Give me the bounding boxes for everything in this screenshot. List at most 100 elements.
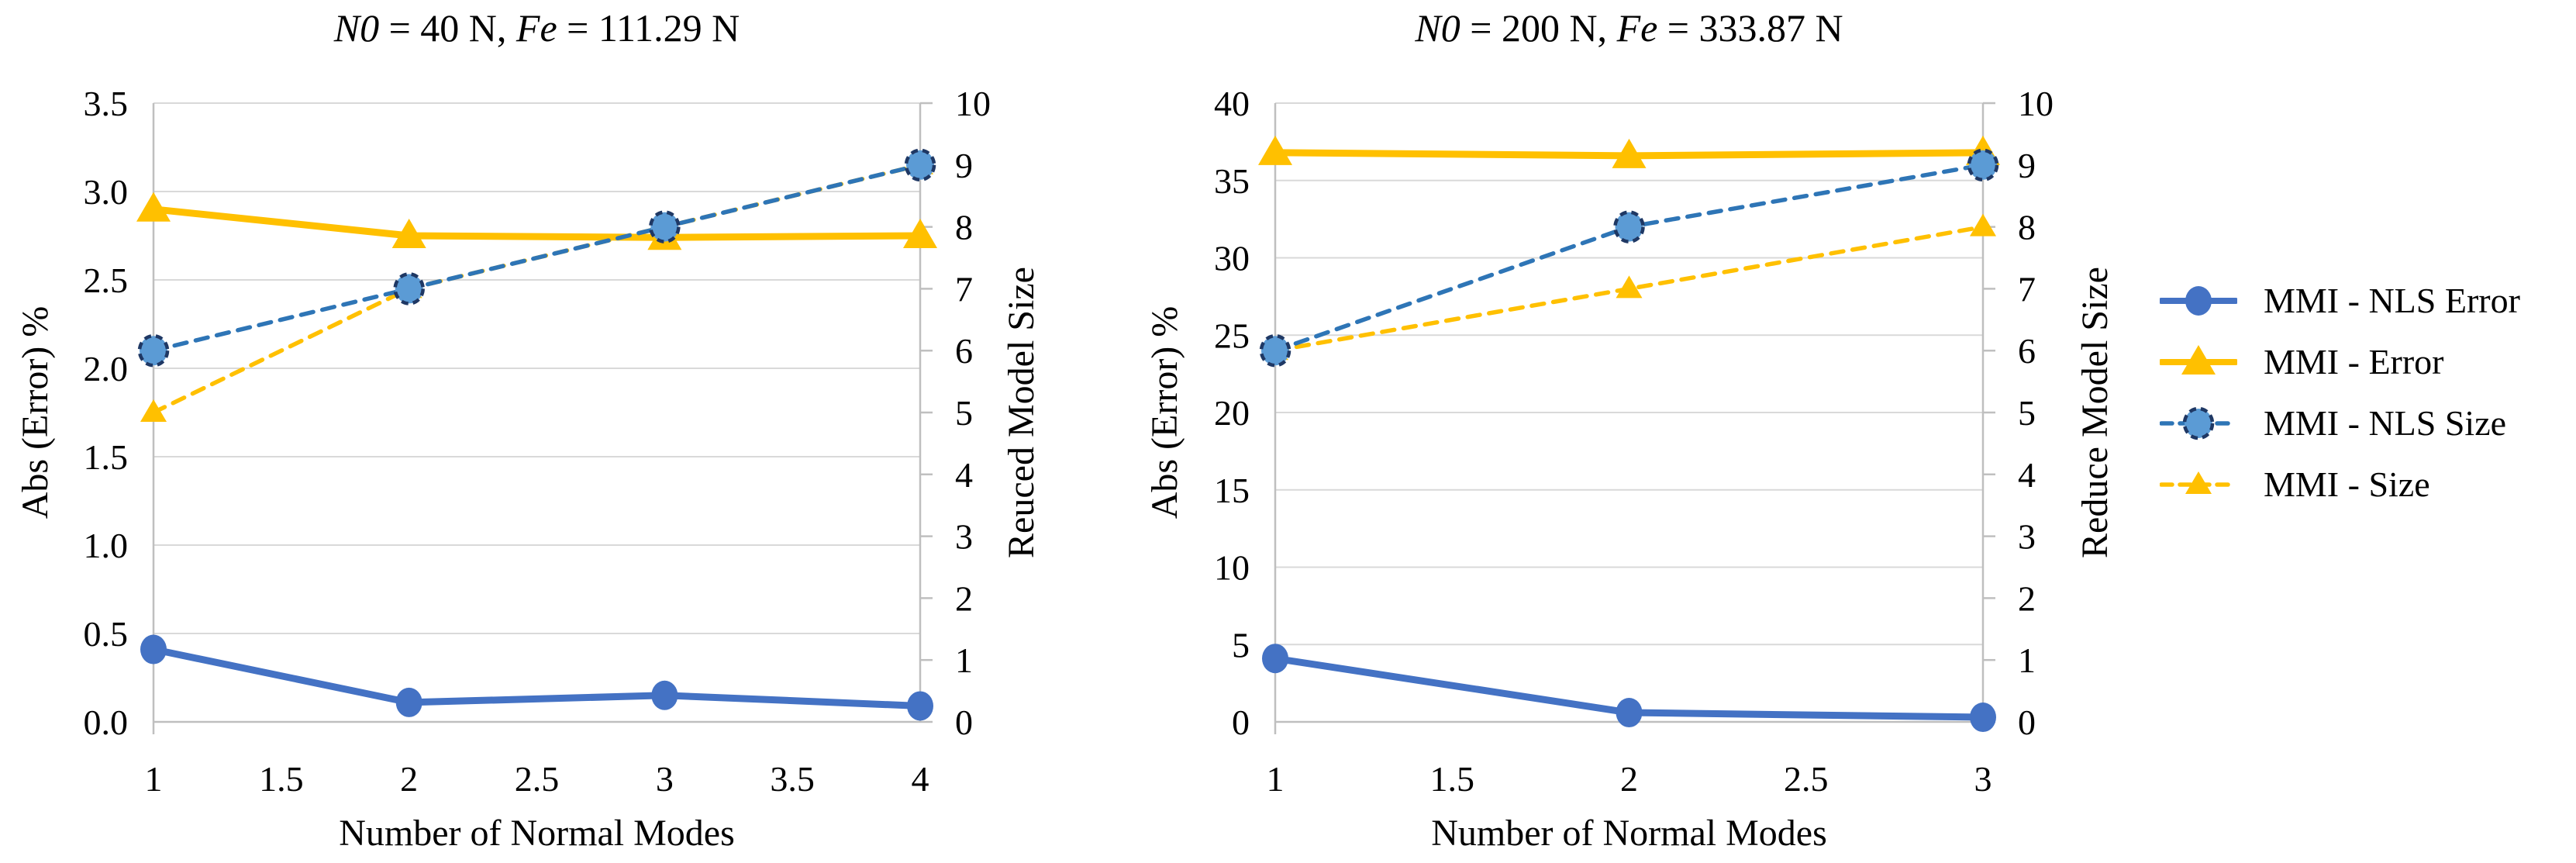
x-tick-label: 1.5 [259, 759, 304, 799]
marker-circle-dashed-icon [393, 272, 425, 306]
y-left-tick-label: 10 [1214, 548, 1250, 588]
x-tick-label: 3 [1974, 759, 1992, 799]
y-left-tick-label: 0.5 [84, 614, 129, 654]
legend-item-mmi-error: MMI - Error [2160, 331, 2571, 392]
x-tick-label: 1 [1267, 759, 1285, 799]
y-right-tick-label: 8 [955, 208, 973, 247]
left-chart-title: N0 = 40 N, Fe = 111.29 N [153, 3, 920, 53]
y-left-tick-label: 3.5 [84, 84, 129, 123]
axis-lines [1274, 102, 1995, 734]
marker-circle-dashed-icon [904, 148, 936, 182]
y-right-tick-label: 4 [955, 455, 973, 495]
left-chart-plot: 1 1.5 2 2.5 3 3.5 4 0.0 0.5 1.0 1.5 2.0 2.5 3.0 3.5 0 1 2… [84, 84, 991, 799]
title-variable: Fe [1616, 6, 1658, 50]
y-left-tick-label: 35 [1214, 161, 1250, 201]
x-tick-label: 3.5 [770, 759, 815, 799]
y-left-tick-label: 25 [1214, 316, 1250, 355]
legend-circle-icon [2160, 285, 2237, 316]
gridlines [153, 102, 920, 634]
title-variable: N0 [333, 6, 380, 50]
x-tick-label: 2 [400, 759, 418, 799]
y-left-tick-label: 2.5 [84, 261, 129, 300]
series-mmi-error [1258, 135, 2000, 168]
series-mmi-nls-error [1262, 644, 1996, 733]
x-tick-label: 2.5 [515, 759, 560, 799]
y-right-tick-label: 7 [955, 269, 973, 309]
y-left-tick-label: 40 [1214, 84, 1250, 123]
legend-label: MMI - NLS Size [2264, 403, 2507, 443]
left-chart-y-axis-title-right: Reuced Model Size [1001, 267, 1042, 558]
marker-circle-dashed-icon [1259, 333, 1291, 368]
marker-triangle-dashed-icon [2185, 471, 2212, 494]
marker-triangle-icon [903, 219, 937, 248]
x-tick-label: 1 [145, 759, 163, 799]
y-right-tick-label: 5 [955, 393, 973, 433]
legend-item-mmi-size: MMI - Size [2160, 454, 2571, 515]
marker-circle-icon [651, 680, 678, 710]
right-chart-x-axis-title: Number of Normal Modes [1431, 813, 1827, 854]
y-left-tick-label: 15 [1214, 471, 1250, 510]
title-text: = 333.87 N [1657, 6, 1843, 50]
marker-circle-dashed-icon [2182, 406, 2215, 440]
chart-legend: MMI - NLS Error MMI - Error MMI - NLS Size… [2160, 270, 2571, 515]
y-right-tick-label: 6 [2018, 331, 2036, 371]
legend-triangle-icon [2160, 344, 2237, 375]
legend-item-mmi-nls-error: MMI - NLS Error [2160, 270, 2571, 331]
y-right-tick-label: 9 [955, 146, 973, 185]
series-mmi-nls-error [140, 634, 933, 721]
series-mmi-nls-size [1259, 148, 1999, 368]
y-left-tick-label: 5 [1232, 625, 1250, 665]
x-tick-label: 3 [656, 759, 674, 799]
marker-circle-icon [2185, 285, 2212, 316]
left-chart-x-axis-title: Number of Normal Modes [339, 813, 735, 854]
marker-triangle-dashed-icon [1970, 213, 1996, 236]
y-right-tick-label: 2 [2018, 578, 2036, 618]
y-right-tick-label: 10 [955, 84, 991, 123]
axis-lines [152, 102, 933, 734]
y-right-tick-label: 6 [955, 331, 973, 371]
marker-circle-icon [1616, 698, 1643, 728]
y-left-tick-label: 30 [1214, 239, 1250, 278]
y-left-tick-label: 2.0 [84, 349, 129, 388]
y-right-tick-label: 2 [955, 578, 973, 618]
title-variable: Fe [516, 6, 557, 50]
marker-triangle-icon [2181, 344, 2216, 375]
y-right-tick-label: 4 [2018, 455, 2036, 495]
right-chart-y-axis-title-left: Abs (Error) % [1144, 306, 1185, 520]
y-right-tick-label: 5 [2018, 393, 2036, 433]
title-text: = 200 N, [1460, 6, 1617, 50]
marker-triangle-icon [1612, 138, 1647, 168]
marker-circle-dashed-icon [137, 333, 170, 368]
right-chart-y-axis-title-right: Reduce Model Size [2074, 267, 2116, 558]
legend-item-mmi-nls-size: MMI - NLS Size [2160, 392, 2571, 454]
marker-triangle-icon [136, 192, 171, 222]
right-chart-title: N0 = 200 N, Fe = 333.87 N [1275, 3, 1983, 53]
title-text: = 111.29 N [557, 6, 740, 50]
title-text: = 40 N, [379, 6, 516, 50]
y-right-tick-label: 0 [955, 702, 973, 742]
marker-circle-dashed-icon [1967, 148, 1999, 182]
marker-triangle-dashed-icon [140, 399, 167, 422]
y-right-tick-label: 0 [2018, 702, 2036, 742]
y-left-tick-label: 0 [1232, 702, 1250, 742]
legend-label: MMI - Error [2264, 342, 2444, 381]
left-chart-y-axis-title-left: Abs (Error) % [15, 306, 56, 520]
legend-label: MMI - NLS Error [2264, 281, 2520, 320]
y-right-tick-label: 8 [2018, 208, 2036, 247]
x-tick-label: 2 [1620, 759, 1638, 799]
marker-triangle-dashed-icon [1616, 275, 1643, 299]
x-tick-label: 1.5 [1430, 759, 1475, 799]
y-right-tick-label: 3 [2018, 517, 2036, 557]
x-tick-label: 4 [912, 759, 929, 799]
series-mmi-nls-size [137, 148, 936, 368]
marker-circle-icon [1262, 644, 1288, 674]
marker-circle-icon [907, 691, 933, 721]
series-mmi-error [136, 192, 937, 250]
y-left-tick-label: 1.5 [84, 437, 129, 477]
y-right-tick-label: 1 [2018, 640, 2036, 680]
y-right-tick-label: 1 [955, 640, 973, 680]
marker-triangle-icon [391, 219, 426, 248]
